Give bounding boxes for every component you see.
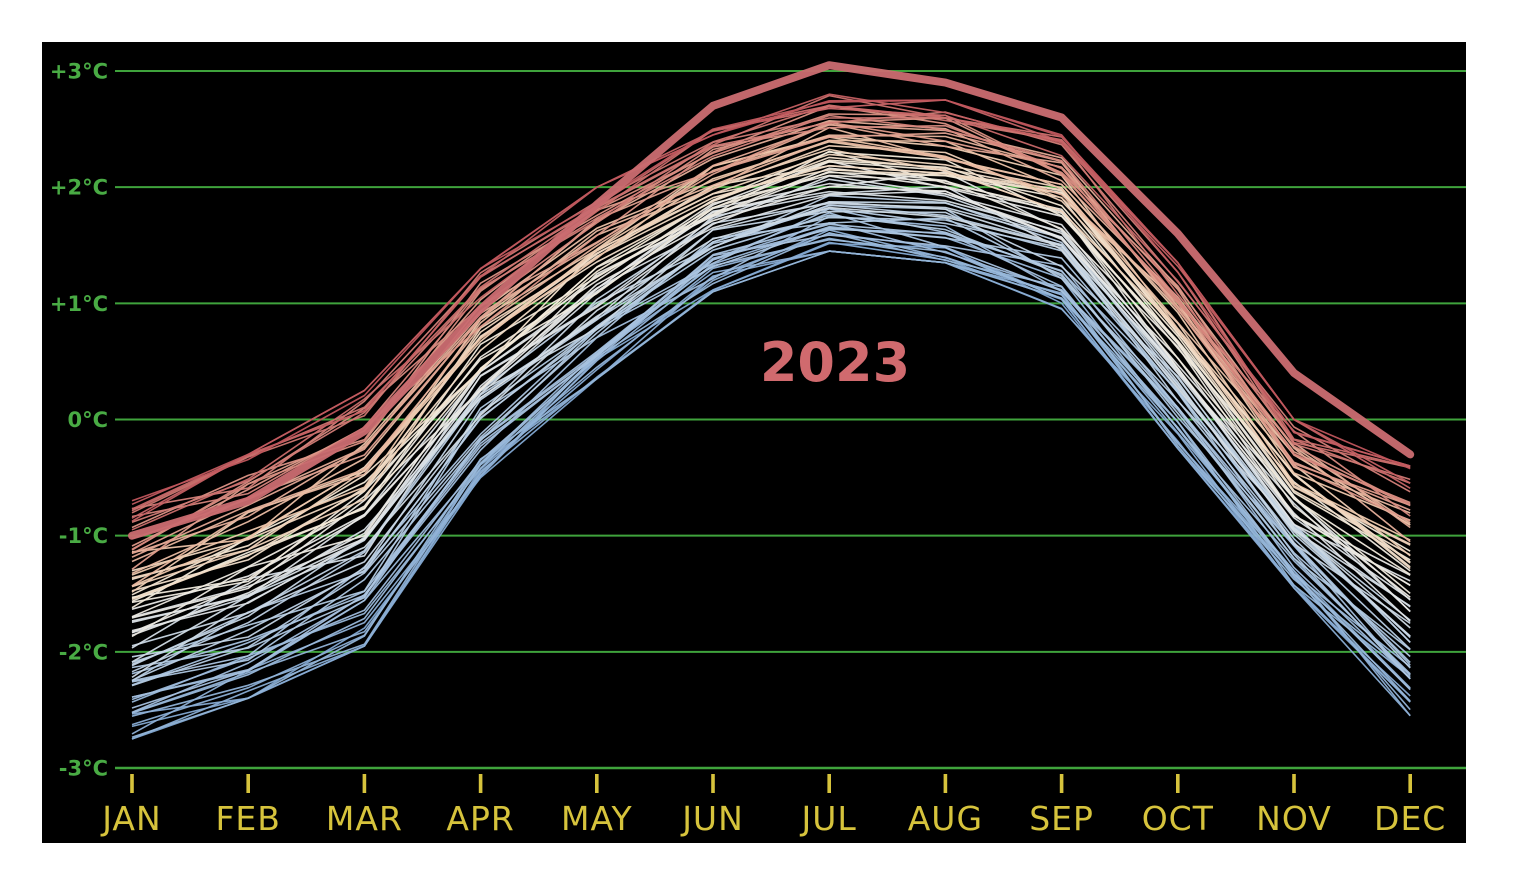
y-axis-label: +2°C bbox=[50, 176, 108, 200]
x-axis-tick-sep bbox=[1059, 774, 1064, 793]
year-line bbox=[131, 153, 1411, 572]
y-axis-label: +1°C bbox=[50, 292, 108, 316]
x-axis-tick-jun bbox=[711, 774, 715, 793]
year-line bbox=[131, 227, 1411, 683]
year-line bbox=[131, 216, 1411, 682]
year-line bbox=[131, 167, 1411, 638]
year-line bbox=[131, 185, 1411, 633]
x-axis-tick-nov bbox=[1292, 774, 1296, 793]
x-axis-label-sep: SEP bbox=[1029, 799, 1094, 838]
x-axis-label-may: MAY bbox=[561, 799, 633, 838]
y-axis-label: -1°C bbox=[59, 524, 108, 548]
y-axis-label: +3°C bbox=[50, 59, 108, 83]
x-axis-label-mar: MAR bbox=[326, 799, 403, 838]
year-line bbox=[131, 223, 1411, 675]
highlight-year-label: 2023 bbox=[760, 331, 910, 394]
x-axis-label-jan: JAN bbox=[100, 799, 161, 838]
x-axis-tick-apr bbox=[478, 774, 483, 793]
year-line bbox=[131, 132, 1411, 555]
year-line bbox=[131, 117, 1411, 524]
ensemble-lines bbox=[131, 93, 1411, 740]
year-line bbox=[131, 232, 1411, 703]
year-line bbox=[131, 214, 1411, 664]
year-line bbox=[131, 171, 1411, 636]
x-axis-label-apr: APR bbox=[446, 799, 514, 838]
x-axis-label-nov: NOV bbox=[1256, 799, 1332, 838]
x-axis-label-oct: OCT bbox=[1142, 799, 1214, 838]
year-line bbox=[131, 104, 1411, 514]
x-axis-tick-jan bbox=[130, 774, 134, 793]
x-axis-tick-oct bbox=[1176, 774, 1180, 793]
year-line bbox=[131, 161, 1411, 599]
year-line bbox=[131, 250, 1411, 739]
y-axis-label: 0°C bbox=[67, 408, 108, 432]
x-axis-tick-feb bbox=[246, 774, 250, 793]
x-axis-labels: JAN FEB MAR APR MAY JUN JUL AUG SEP OCT NOV DEC bbox=[100, 799, 1446, 838]
x-axis-tick-mar bbox=[362, 774, 367, 793]
highlight-line-2023 bbox=[128, 61, 1415, 540]
year-line bbox=[131, 93, 1411, 522]
year-line bbox=[131, 229, 1411, 717]
year-line bbox=[131, 201, 1411, 678]
year-line bbox=[131, 99, 1411, 502]
year-line bbox=[131, 228, 1411, 698]
x-axis-label-aug: AUG bbox=[908, 799, 983, 838]
x-axis-tick-may bbox=[595, 774, 599, 793]
year-line bbox=[131, 139, 1411, 553]
year-line bbox=[131, 204, 1411, 667]
y-axis-labels: +3°C +2°C +1°C 0°C -1°C -2°C -3°C bbox=[50, 59, 108, 780]
y-axis-label: -3°C bbox=[59, 757, 108, 781]
x-axis-tick-jul bbox=[827, 774, 831, 793]
x-axis-label-dec: DEC bbox=[1374, 799, 1446, 838]
x-axis-label-feb: FEB bbox=[215, 799, 280, 838]
x-axis-tick-aug bbox=[943, 774, 948, 793]
x-axis-tick-dec bbox=[1408, 774, 1412, 793]
year-line bbox=[131, 134, 1411, 563]
x-axis-label-jun: JUN bbox=[680, 799, 744, 838]
year-line bbox=[131, 190, 1411, 622]
year-line bbox=[131, 123, 1411, 558]
x-axis-label-jul: JUL bbox=[800, 799, 857, 838]
year-line bbox=[131, 150, 1411, 604]
year-line bbox=[131, 99, 1411, 506]
highlight-line-group bbox=[128, 61, 1415, 540]
x-axis-ticks bbox=[130, 774, 1412, 793]
y-axis-label: -2°C bbox=[59, 640, 108, 664]
